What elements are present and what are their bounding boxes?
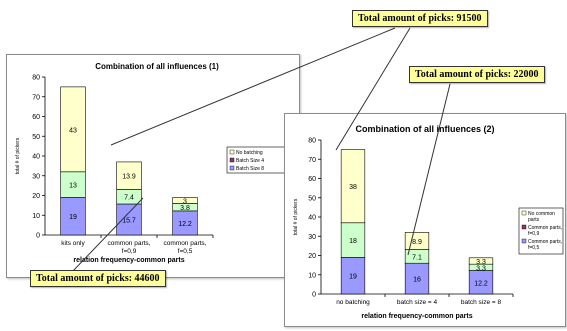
callout-total-picks-91500: Total amount of picks: 91500	[352, 10, 488, 27]
chart-2-ylabel: total # of pickers	[293, 198, 299, 235]
chart-2-bar-segment	[468, 257, 494, 265]
chart-2-category-label: batch size = 8	[461, 299, 502, 306]
chart-2-data-label: 3.3	[476, 265, 486, 272]
chart-2-data-label: 7.1	[412, 254, 422, 261]
chart-1-bar-segment	[172, 210, 198, 236]
chart-2-ytick-label: 80	[308, 138, 316, 145]
chart-1-category-label: f=0,5	[178, 248, 193, 255]
chart-2-legend-label: Common parts,	[528, 225, 562, 231]
chart-1-legend-label: Batch Size 4	[236, 158, 264, 164]
chart-2-legend-label: f=0,9	[528, 231, 539, 237]
chart-2-legend-swatch	[521, 210, 527, 216]
chart-2-data-label: 38	[349, 184, 357, 191]
chart-1-data-label: 13	[69, 183, 77, 190]
chart-2-legend-label: f=0,5	[528, 245, 539, 251]
callout-connector-1a	[110, 27, 396, 146]
chart-1-data-label: 12.2	[178, 221, 192, 228]
chart-1-data-label: 13.9	[122, 174, 136, 181]
chart-1-legend-swatch	[229, 157, 235, 163]
chart-1-data-label: 3	[183, 198, 187, 205]
callout-connector-1b	[335, 27, 411, 151]
chart-1-bar-segment	[116, 161, 142, 190]
chart-2-ytick-label: 70	[308, 157, 316, 164]
chart-1-ytick-label: 70	[32, 94, 40, 101]
chart-1-data-label: 19	[69, 214, 77, 221]
chart-1-legend-swatch	[229, 149, 235, 155]
chart-2-data-label: 18	[349, 238, 357, 245]
chart-1-data-label: 43	[69, 127, 77, 134]
chart-1-data-label: 7.4	[124, 195, 134, 202]
chart-1-ytick-label: 40	[32, 154, 40, 161]
chart-1-bar-segment	[60, 197, 86, 236]
chart-2-ytick-label: 0	[312, 292, 316, 299]
chart-1-category-label: f=0,9	[122, 248, 137, 255]
chart-2-data-label: 8.9	[412, 239, 422, 246]
chart-2-legend-label: No common	[528, 211, 555, 217]
chart-2-ytick-label: 60	[308, 176, 316, 183]
callout-connector-3	[71, 197, 144, 273]
chart-2-ytick-label: 20	[308, 253, 316, 260]
chart-1-ylabel: total # of pickers	[15, 137, 21, 174]
chart-1-ytick-label: 0	[36, 233, 40, 240]
chart-2-data-label: 12.2	[474, 280, 488, 287]
chart-2-category-label: batch size = 4	[397, 299, 438, 306]
chart-1-category-label: kits only	[61, 240, 85, 247]
chart-1-xlabel: relation frequency-common parts	[73, 257, 184, 264]
callout-total-picks-22000: Total amount of picks: 22000	[409, 66, 545, 83]
chart-2-legend-box	[518, 207, 564, 255]
chart-1-ytick-label: 80	[32, 75, 40, 82]
chart-2-ytick-label: 10	[308, 272, 316, 279]
chart-1-legend-box	[226, 146, 288, 174]
chart-1-category-label: common parts,	[164, 240, 207, 247]
chart-1-svg: Combination of all influences (1) total #…	[15, 62, 288, 264]
chart-2-bar-segment	[404, 232, 430, 250]
chart-panel-1: Combination of all influences (1) total #…	[6, 54, 300, 278]
chart-2-data-label: 3.3	[476, 259, 486, 266]
chart-2-ytick-label: 50	[308, 195, 316, 202]
chart-2-legend-label: Common parts,	[528, 239, 562, 245]
chart-1-legend-label: No batching	[236, 150, 263, 156]
chart-1-bar-segment	[116, 203, 142, 236]
callout-total-picks-44600: Total amount of picks: 44600	[30, 270, 166, 287]
chart-1-bar-segment	[60, 86, 86, 173]
chart-1-legend-swatch	[229, 165, 235, 171]
chart-1-ytick-label: 20	[32, 193, 40, 200]
chart-1-title: Combination of all influences (1)	[95, 62, 219, 71]
callout-connector-2	[407, 83, 451, 256]
chart-2-data-label: 16	[413, 277, 421, 284]
chart-1-bar-segment	[172, 197, 198, 204]
chart-2-legend-swatch	[521, 238, 527, 244]
chart-1-legend-label: Batch Size 8	[236, 166, 264, 172]
chart-1-ytick-label: 50	[32, 134, 40, 141]
chart-panel-2: Combination of all influences (2) total #…	[284, 113, 566, 327]
chart-2-data-label: 19	[349, 274, 357, 281]
chart-2-legend-swatch	[521, 224, 527, 230]
chart-2-title: Combination of all influences (2)	[355, 124, 494, 134]
chart-2-bar-segment	[340, 149, 366, 224]
chart-1-ytick-label: 10	[32, 213, 40, 220]
chart-2-ytick-label: 40	[308, 215, 316, 222]
chart-1-ytick-label: 30	[32, 173, 40, 180]
chart-1-data-label: 15.7	[122, 217, 136, 224]
chart-2-ytick-label: 30	[308, 234, 316, 241]
chart-2-xlabel: relation frequency-common parts	[361, 313, 472, 320]
chart-2-legend-label: parts	[528, 217, 540, 223]
chart-2-category-label: no batching	[336, 299, 370, 306]
chart-1-data-label: 3.8	[180, 205, 190, 212]
chart-1-category-label: common parts,	[108, 240, 151, 247]
chart-1-ytick-label: 60	[32, 114, 40, 121]
